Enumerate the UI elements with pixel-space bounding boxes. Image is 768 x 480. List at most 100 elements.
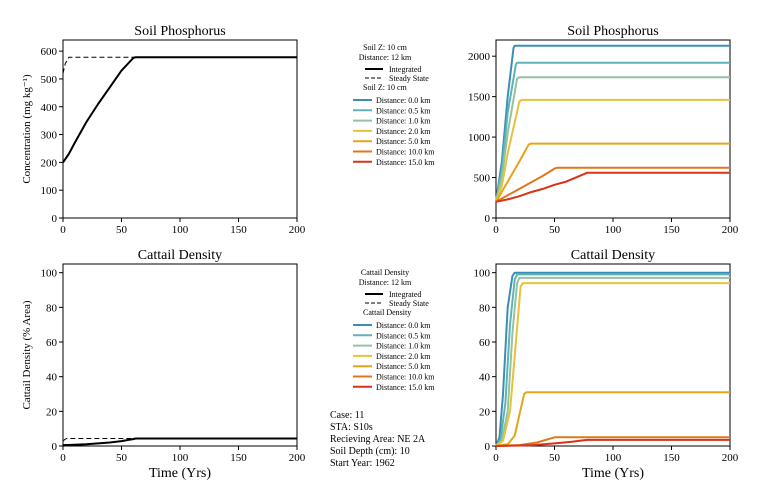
y-tick-label: 20 bbox=[479, 406, 491, 418]
x-tick-label: 150 bbox=[663, 224, 680, 236]
legend-item-label: Distance: 2.0 km bbox=[376, 352, 431, 361]
chart-title: Cattail Density bbox=[138, 248, 222, 263]
soil-depth-label: Soil Depth (cm): 10 bbox=[330, 446, 410, 457]
series-line-distance-10-0-km bbox=[495, 166, 730, 203]
x-tick-label: 150 bbox=[663, 452, 680, 464]
x-tick-label: 150 bbox=[230, 452, 247, 464]
legend-item-label: Distance: 0.5 km bbox=[376, 106, 431, 115]
series-line-distance-0-0-km bbox=[495, 271, 730, 447]
legend-item-label: Distance: 0.5 km bbox=[376, 331, 431, 340]
y-tick-label: 1000 bbox=[468, 132, 491, 144]
series-line-steady-state bbox=[62, 438, 297, 442]
y-tick-label: 0 bbox=[52, 441, 58, 453]
x-tick-label: 0 bbox=[493, 224, 499, 236]
legend-subheader: Cattail Density bbox=[363, 308, 411, 317]
chart-title: Cattail Density bbox=[571, 248, 655, 263]
x-tick-label: 50 bbox=[549, 224, 561, 236]
series-line-distance-0-5-km bbox=[495, 61, 730, 202]
legend-item-label: Integrated bbox=[389, 290, 421, 299]
x-tick-label: 100 bbox=[605, 452, 622, 464]
x-tick-label: 0 bbox=[60, 224, 66, 236]
x-axis-label: Time (Yrs) bbox=[582, 466, 644, 480]
chart-title: Soil Phosphorus bbox=[567, 24, 658, 39]
series-line-distance-5-0-km bbox=[495, 391, 730, 447]
y-tick-label: 60 bbox=[479, 337, 491, 349]
series-line-distance-0-0-km bbox=[495, 44, 730, 202]
x-tick-label: 0 bbox=[493, 452, 499, 464]
soil-left-chart: 0 50 100 150 200 0 100 200 300 400 500 600 Soil Phos… bbox=[21, 24, 306, 236]
legend-item-label: Distance: 5.0 km bbox=[376, 137, 431, 146]
y-tick-label: 80 bbox=[46, 302, 58, 314]
x-tick-label: 200 bbox=[722, 452, 739, 464]
legend-item-label: Distance: 1.0 km bbox=[376, 117, 431, 126]
legend-item-label: Integrated bbox=[389, 65, 421, 74]
sta-label: STA: S10s bbox=[330, 422, 373, 433]
y-tick-label: 100 bbox=[474, 268, 491, 280]
legend-item-label: Distance: 15.0 km bbox=[376, 158, 435, 167]
series-line-distance-2-0-km bbox=[495, 98, 730, 203]
y-tick-label: 200 bbox=[41, 157, 58, 169]
x-tick-label: 100 bbox=[605, 224, 622, 236]
x-tick-label: 50 bbox=[116, 452, 128, 464]
plot-frame bbox=[62, 39, 298, 219]
x-axis-label: Time (Yrs) bbox=[149, 466, 211, 480]
y-tick-label: 100 bbox=[41, 185, 58, 197]
cattail-left-chart: 0 50 100 150 200 0 20 40 60 80 100 Cattail Density T… bbox=[21, 248, 306, 480]
y-axis-label: Concentration (mg kg⁻¹) bbox=[21, 74, 33, 184]
plot-frame bbox=[495, 263, 731, 447]
start-year-label: Start Year: 1962 bbox=[330, 458, 395, 469]
series-line-distance-1-0-km bbox=[495, 276, 730, 447]
y-tick-label: 2000 bbox=[468, 51, 491, 63]
x-tick-label: 100 bbox=[172, 224, 189, 236]
receiving-area-label: Recieving Area: NE 2A bbox=[330, 434, 426, 445]
x-tick-label: 200 bbox=[722, 224, 739, 236]
legend-item-label: Distance: 15.0 km bbox=[376, 383, 435, 392]
legend-subheader: Soil Z: 10 cm bbox=[363, 83, 408, 92]
case-label: Case: 11 bbox=[330, 410, 365, 421]
y-tick-label: 60 bbox=[46, 337, 58, 349]
series-line-distance-0-5-km bbox=[495, 273, 730, 447]
y-tick-label: 500 bbox=[474, 173, 491, 185]
x-tick-label: 100 bbox=[172, 452, 189, 464]
plot-frame bbox=[62, 263, 298, 447]
legend-item-label: Distance: 0.0 km bbox=[376, 96, 431, 105]
series-line-distance-15-0-km bbox=[495, 171, 730, 203]
y-tick-label: 1500 bbox=[468, 92, 491, 104]
legend-header: Distance: 12 km bbox=[359, 53, 412, 62]
x-tick-label: 200 bbox=[289, 224, 306, 236]
case-info: Case: 11 STA: S10s Recieving Area: NE 2A… bbox=[330, 410, 425, 470]
y-tick-label: 80 bbox=[479, 302, 491, 314]
series-line-distance-2-0-km bbox=[495, 282, 730, 447]
legend-item-label: Distance: 2.0 km bbox=[376, 127, 431, 136]
y-tick-label: 40 bbox=[46, 372, 58, 384]
series-line-integrated bbox=[62, 56, 297, 163]
x-tick-label: 0 bbox=[60, 452, 66, 464]
y-tick-label: 20 bbox=[46, 406, 58, 418]
x-tick-label: 200 bbox=[289, 452, 306, 464]
y-tick-label: 500 bbox=[41, 74, 58, 86]
legend-header: Cattail Density bbox=[361, 268, 409, 277]
y-tick-label: 400 bbox=[41, 102, 58, 114]
y-tick-label: 0 bbox=[485, 213, 491, 225]
y-tick-label: 600 bbox=[41, 46, 58, 58]
series-line-distance-15-0-km bbox=[495, 438, 730, 447]
x-tick-label: 50 bbox=[116, 224, 128, 236]
legend-item-label: Distance: 5.0 km bbox=[376, 362, 431, 371]
x-tick-label: 150 bbox=[230, 224, 247, 236]
cattail-right-chart: 0 50 100 150 200 0 20 40 60 80 100 Cattail Density T… bbox=[474, 248, 739, 480]
series-line-distance-5-0-km bbox=[495, 142, 730, 203]
legend-header: Soil Z: 10 cm bbox=[363, 43, 408, 52]
chart-title: Soil Phosphorus bbox=[134, 24, 225, 39]
legend-item-label: Distance: 1.0 km bbox=[376, 342, 431, 351]
legend-item-label: Steady State bbox=[389, 74, 429, 83]
y-tick-label: 300 bbox=[41, 130, 58, 142]
legend-item-label: Steady State bbox=[389, 299, 429, 308]
legend-item-label: Distance: 10.0 km bbox=[376, 148, 435, 157]
y-tick-label: 100 bbox=[41, 268, 58, 280]
series-line-integrated bbox=[62, 437, 297, 447]
legend-header: Distance: 12 km bbox=[359, 278, 412, 287]
